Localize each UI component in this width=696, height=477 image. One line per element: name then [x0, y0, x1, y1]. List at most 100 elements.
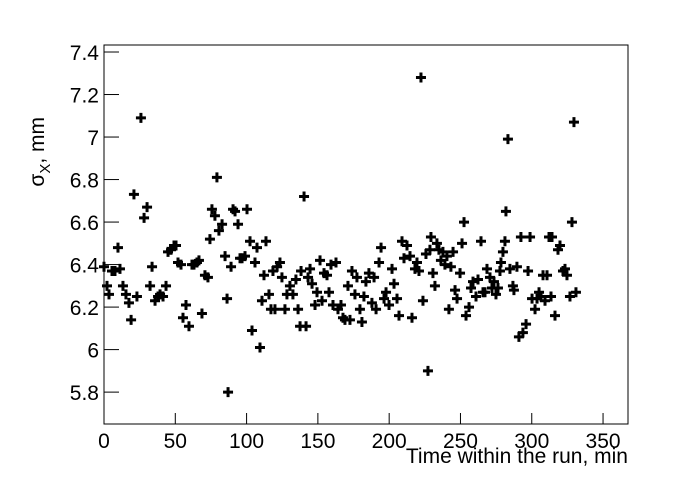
data-point: [356, 316, 367, 327]
data-point: [457, 238, 468, 249]
data-point: [223, 387, 234, 398]
data-point: [363, 268, 374, 279]
data-point: [220, 251, 231, 262]
data-point: [445, 261, 456, 272]
data-point: [114, 263, 125, 274]
data-point: [422, 365, 433, 376]
y-tick-label: 6.2: [70, 297, 99, 320]
data-point: [135, 112, 146, 123]
data-point: [142, 202, 153, 213]
y-label-unit: , mm: [26, 117, 49, 164]
data-point: [161, 280, 172, 291]
y-tick-label: 6.6: [70, 212, 99, 235]
data-point: [317, 295, 328, 306]
data-point: [349, 289, 360, 300]
data-point: [566, 217, 577, 228]
data-point: [305, 263, 316, 274]
data-point: [371, 304, 382, 315]
data-point: [452, 293, 463, 304]
data-point: [568, 117, 579, 128]
data-point: [269, 304, 280, 315]
x-tick-label: 250: [443, 430, 478, 453]
data-point: [112, 242, 123, 253]
data-point: [254, 342, 265, 353]
data-point: [287, 289, 298, 300]
data-point: [217, 219, 228, 230]
data-point: [293, 304, 304, 315]
data-point: [415, 72, 426, 83]
data-point: [296, 265, 307, 276]
data-point: [209, 210, 220, 221]
data-point: [366, 297, 377, 308]
data-point: [171, 240, 182, 251]
data-point: [379, 293, 390, 304]
data-point: [351, 272, 362, 283]
data-point: [431, 238, 442, 249]
y-tick-label: 6.4: [70, 255, 100, 278]
plot-frame: [103, 44, 629, 425]
data-point: [547, 231, 558, 242]
data-point: [131, 291, 142, 302]
data-point: [450, 285, 461, 296]
data-point: [561, 270, 572, 281]
data-point: [249, 257, 260, 268]
data-point: [406, 312, 417, 323]
data-point: [546, 291, 557, 302]
data-point: [263, 289, 274, 300]
data-point: [471, 291, 482, 302]
data-point: [448, 246, 459, 257]
x-tick-label: 150: [300, 430, 335, 453]
y-tick-label: 7.4: [70, 42, 100, 65]
x-tick-label: 300: [514, 430, 549, 453]
data-point: [128, 189, 139, 200]
y-label-symbol: σ: [26, 174, 49, 187]
data-point: [376, 242, 387, 253]
data-point: [230, 206, 241, 217]
data-point: [307, 278, 318, 289]
data-point: [564, 291, 575, 302]
data-point: [461, 310, 472, 321]
data-point: [303, 272, 314, 283]
data-point: [274, 257, 285, 268]
data-point: [202, 272, 213, 283]
data-point: [459, 217, 470, 228]
y-tick-label: 7.2: [70, 85, 99, 108]
data-point: [258, 270, 269, 281]
data-point: [398, 253, 409, 264]
data-point: [206, 204, 217, 215]
data-point: [358, 291, 369, 302]
data-point: [301, 321, 312, 332]
data-point: [256, 295, 267, 306]
data-point: [504, 263, 515, 274]
data-point: [242, 204, 253, 215]
data-point: [147, 261, 158, 272]
data-point: [384, 299, 395, 310]
data-point: [276, 272, 287, 283]
data-point: [502, 134, 513, 145]
data-point: [139, 212, 150, 223]
data-point: [279, 304, 290, 315]
data-point: [542, 270, 553, 281]
data-point: [517, 327, 528, 338]
data-point: [330, 257, 341, 268]
y-tick-label: 5.8: [70, 382, 99, 405]
data-point: [145, 280, 156, 291]
data-point: [247, 325, 258, 336]
data-point: [429, 280, 440, 291]
data-point: [123, 297, 134, 308]
data-point: [411, 257, 422, 268]
data-point: [439, 259, 450, 270]
data-point: [323, 287, 334, 298]
data-point: [413, 265, 424, 276]
data-point: [177, 312, 188, 323]
data-point: [158, 291, 169, 302]
data-point: [389, 278, 400, 289]
data-point: [103, 289, 114, 300]
data-point: [392, 293, 403, 304]
data-point: [226, 261, 237, 272]
data-point: [213, 225, 224, 236]
data-point: [211, 172, 222, 183]
data-point: [401, 240, 412, 251]
x-axis-label: Time within the run, min: [406, 445, 628, 468]
